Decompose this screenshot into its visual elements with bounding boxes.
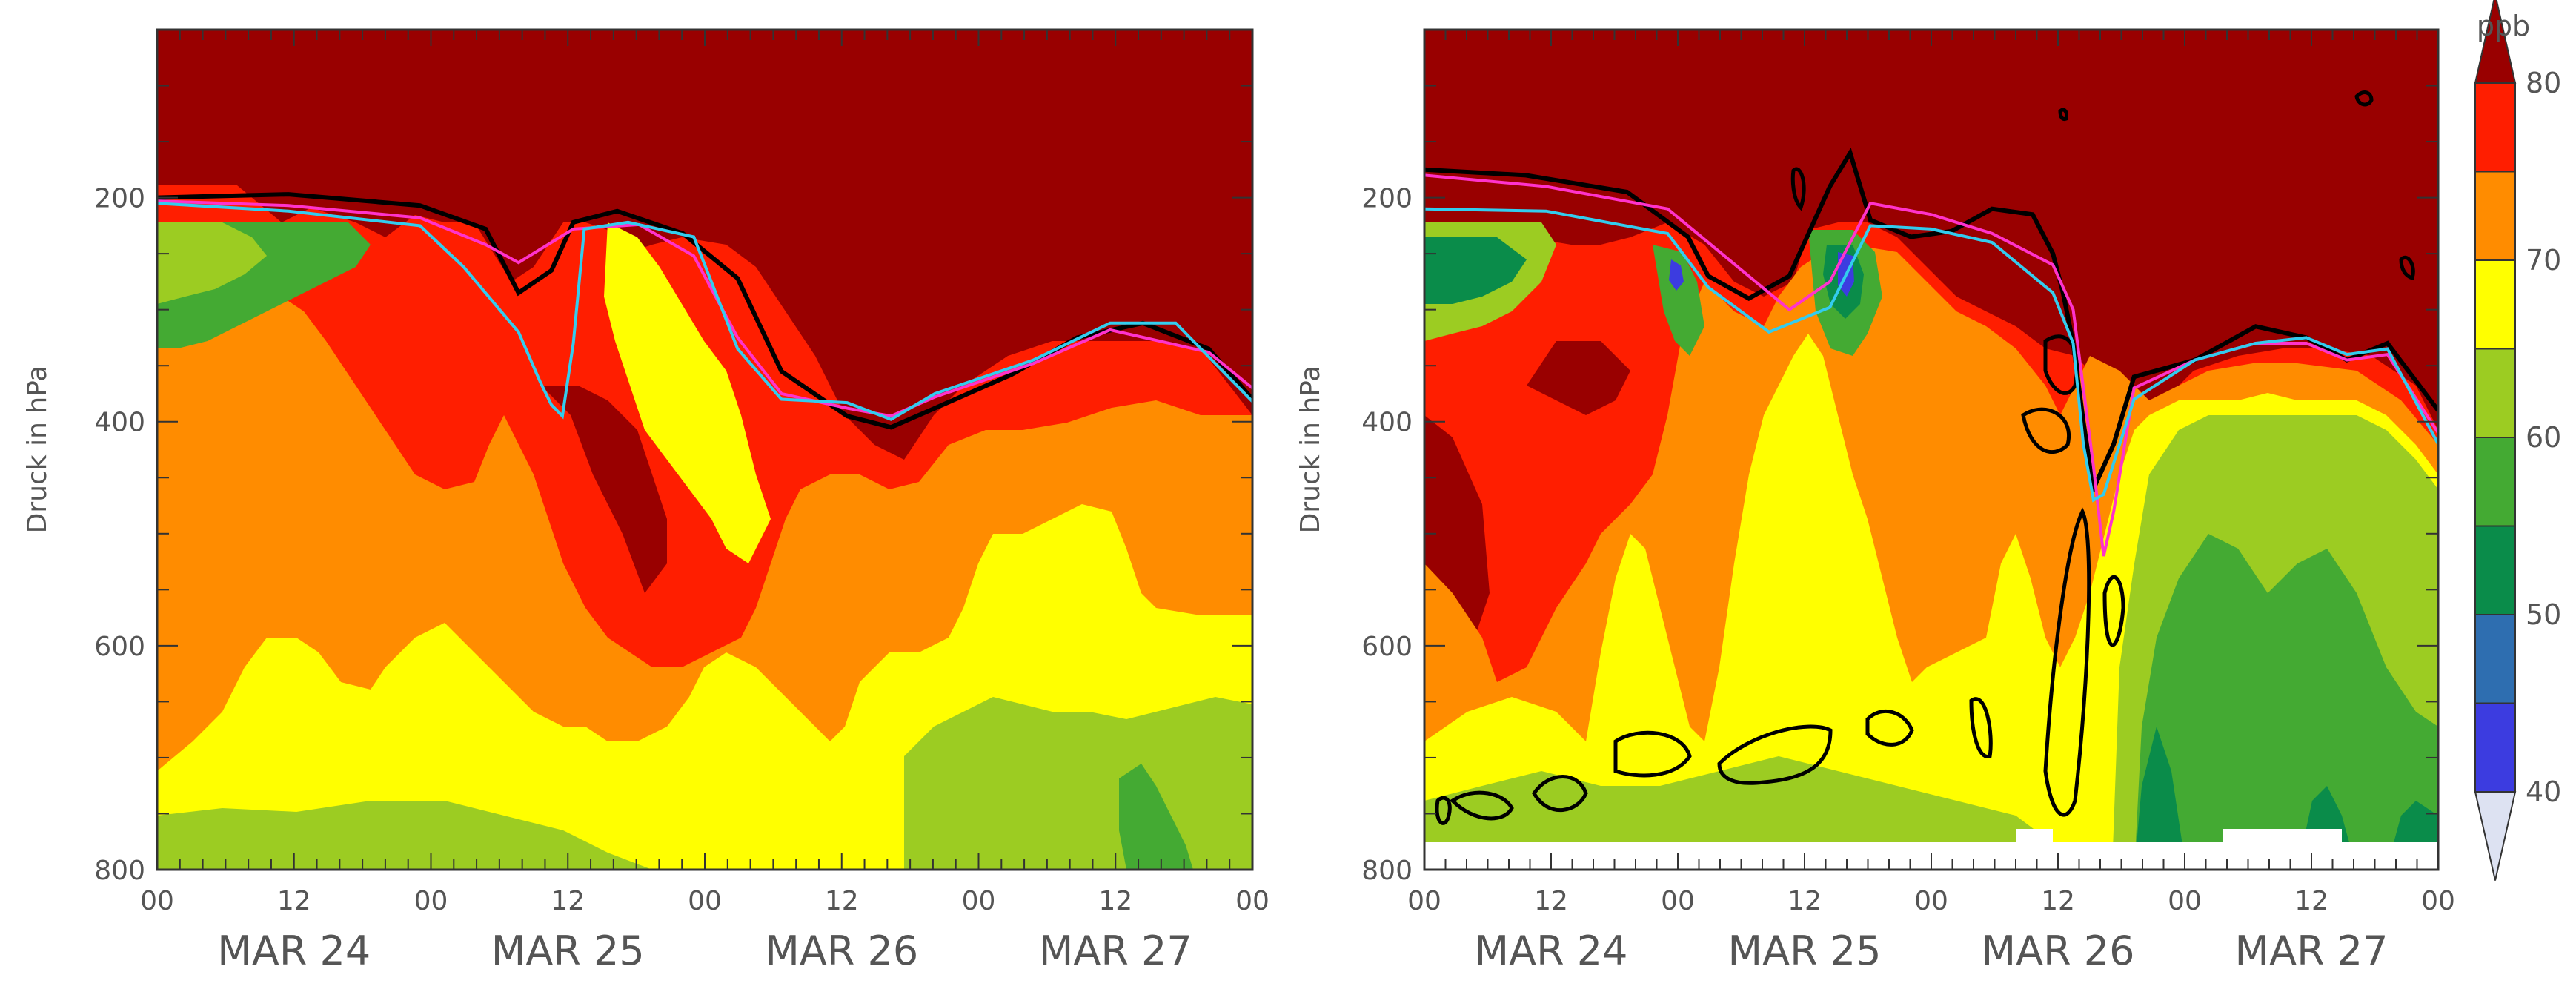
right-x-tick-label: 00	[1661, 886, 1695, 916]
left-region-yellow-tongue	[604, 222, 771, 563]
right-y-axis-title: Druck in hPa	[1295, 366, 1326, 534]
left-x-tick-label: 00	[414, 886, 448, 916]
colorbar-swatch-high	[2474, 0, 2517, 84]
colorbar-unit: ppb	[2477, 10, 2530, 42]
colorbar-swatch	[2474, 702, 2516, 793]
left-x-tick-label: 00	[962, 886, 996, 916]
right-missing-data-gap-2	[2223, 829, 2342, 844]
right-ticks	[1424, 30, 2439, 870]
right-x-tick-label: 12	[1787, 886, 1822, 916]
right-x-day-label: MAR 26	[1982, 927, 2135, 974]
right-region-green-column-1	[1653, 245, 1704, 356]
colorbar-swatch-low	[2474, 791, 2517, 881]
colorbar-label: 70	[2526, 244, 2561, 277]
colorbar: ppb 40 50 60 70 80	[2474, 0, 2561, 881]
colorbar-swatch	[2474, 171, 2516, 261]
colorbar-swatches	[2474, 0, 2517, 881]
left-x-tick-label: 12	[277, 886, 311, 916]
left-y-tick-label: 200	[94, 184, 145, 214]
right-region-green-right-2	[2134, 534, 2438, 870]
left-region-lightgreen-right	[904, 697, 1252, 870]
right-x-tick-label: 00	[2421, 886, 2455, 916]
right-x-tick-label: 00	[2168, 886, 2202, 916]
right-y-tick-label: 800	[1361, 856, 1413, 886]
right-region-blue-spot-1	[1669, 259, 1684, 291]
right-trop-cyan	[1424, 207, 2438, 503]
colorbar-swatch	[2474, 525, 2516, 615]
left-y-tick-label: 400	[94, 408, 145, 438]
colorbar-labels: 40 50 60 70 80	[2526, 67, 2561, 808]
left-trop-magenta	[157, 199, 1252, 418]
colorbar-swatch	[2474, 614, 2516, 704]
left-x-day-label: MAR 25	[491, 927, 645, 974]
right-x-tick-label: 12	[2294, 886, 2328, 916]
right-x-tick-label: 00	[1407, 886, 1441, 916]
right-x-day-label: MAR 24	[1475, 927, 1628, 974]
right-missing-data-gap-1	[2016, 829, 2053, 844]
left-ozone-field	[157, 30, 1252, 870]
colorbar-swatch	[2474, 348, 2516, 438]
right-ozone-field	[1424, 30, 2438, 870]
right-x-day-label: MAR 27	[2235, 927, 2389, 974]
right-x-tick-label: 00	[1914, 886, 1948, 916]
right-y-tick-label: 200	[1361, 184, 1413, 214]
colorbar-label: 50	[2526, 598, 2561, 631]
right-y-tick-label: 400	[1361, 408, 1413, 438]
colorbar-swatch	[2474, 82, 2516, 173]
colorbar-label: 60	[2526, 421, 2561, 454]
left-ticks	[156, 30, 1253, 870]
right-trop-black	[1424, 147, 2438, 497]
left-region-green-bottom-right	[1119, 764, 1193, 870]
left-x-tick-label: 00	[140, 886, 174, 916]
left-y-tick-label: 800	[94, 856, 145, 886]
colorbar-swatch	[2474, 259, 2516, 350]
right-trop-magenta	[1424, 173, 2438, 557]
left-x-tick-label: 12	[551, 886, 585, 916]
left-region-lightgreen-top	[157, 222, 267, 304]
right-x-tick-label: 12	[1534, 886, 1568, 916]
right-region-darkgreen-top	[1424, 237, 1527, 304]
left-x-tick-label: 12	[825, 886, 859, 916]
right-y-tick-label: 600	[1361, 632, 1413, 662]
left-x-day-label: MAR 24	[217, 927, 371, 974]
left-y-axis-title: Druck in hPa	[22, 366, 53, 534]
left-y-tick-label: 600	[94, 632, 145, 662]
right-region-dark-pocket-2	[1527, 341, 1630, 415]
left-x-tick-label: 00	[1235, 886, 1269, 916]
colorbar-label: 40	[2526, 776, 2561, 808]
left-x-day-label: MAR 27	[1039, 927, 1192, 974]
colorbar-label: 80	[2526, 67, 2561, 99]
left-x-tick-label: 12	[1098, 886, 1132, 916]
colorbar-swatch	[2474, 437, 2516, 527]
left-x-tick-label: 00	[688, 886, 722, 916]
left-x-day-label: MAR 26	[765, 927, 918, 974]
right-x-day-label: MAR 25	[1728, 927, 1882, 974]
left-region-lightgreen-bottom	[157, 801, 652, 870]
right-x-tick-label: 12	[2041, 886, 2075, 916]
left-trop-cyan	[157, 202, 1252, 421]
left-region-dark-pocket-2	[541, 386, 667, 593]
right-contour-blobs	[1435, 90, 2415, 825]
